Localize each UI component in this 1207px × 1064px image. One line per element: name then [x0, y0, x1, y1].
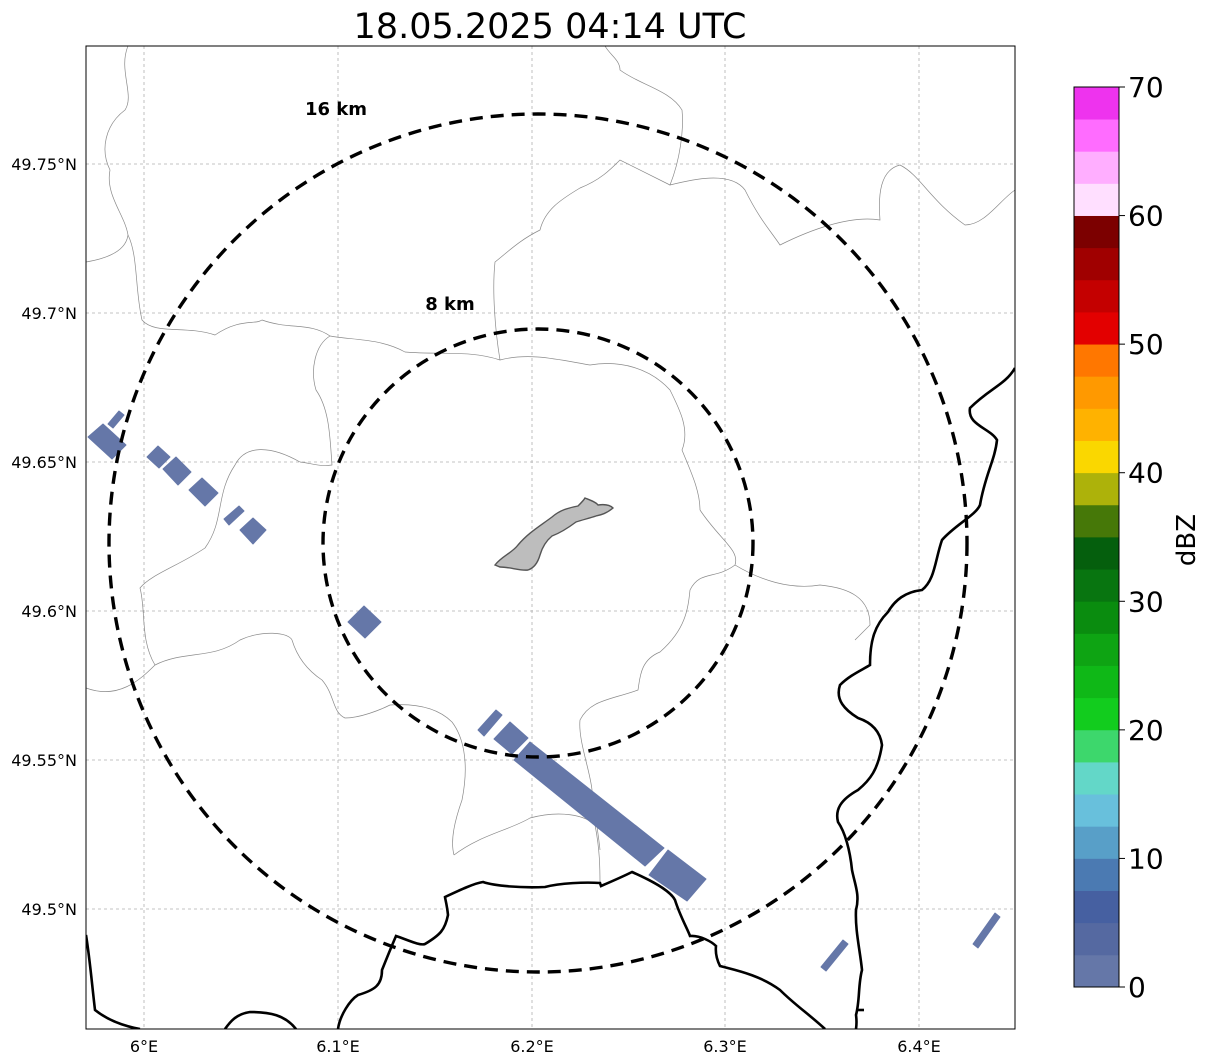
radar-echo [239, 517, 267, 545]
colorbar-cell [1074, 890, 1119, 924]
colorbar-cell [1074, 344, 1119, 377]
colorbar-cell [1074, 440, 1119, 474]
colorbar-label: dBZ [1172, 514, 1202, 566]
colorbar-tick-label: 50 [1128, 328, 1164, 361]
radar-echo [648, 849, 707, 902]
colorbar-cell [1074, 697, 1119, 731]
admin-boundary [86, 664, 156, 693]
colorbar-tick-label: 20 [1128, 714, 1164, 747]
colorbar-cell [1074, 537, 1119, 570]
range-ring-label-8km: 8 km [425, 294, 475, 315]
colorbar-cell [1074, 729, 1119, 763]
admin-boundary [579, 509, 737, 851]
colorbar-cell [1074, 601, 1119, 634]
lon-tick-labels: 6°E 6.1°E 6.2°E 6.3°E 6.4°E [130, 1037, 941, 1056]
colorbar-cell [1074, 569, 1119, 602]
lat-tick-label: 49.75°N [11, 155, 77, 174]
lat-tick-label: 49.7°N [21, 304, 77, 323]
colorbar-cells [1074, 87, 1119, 988]
colorbar-tick-label: 40 [1128, 457, 1164, 490]
lat-tick-label: 49.55°N [11, 751, 77, 770]
map-frame-border [85, 45, 1016, 1030]
gridlines [86, 46, 1015, 1029]
radar-echo [146, 445, 171, 469]
range-ring-label-16km: 16 km [305, 99, 367, 120]
admin-boundary [493, 159, 671, 361]
national-border [223, 1010, 298, 1029]
colorbar-cell [1074, 504, 1119, 538]
colorbar-cell [1074, 312, 1119, 345]
radar-echo [820, 939, 849, 972]
colorbar: 0 10 20 30 40 50 60 70 dBZ [1073, 71, 1202, 1004]
colorbar-cell [1074, 87, 1119, 120]
radar-echoes [87, 410, 1001, 972]
colorbar-cell [1074, 183, 1119, 216]
colorbar-tick-label: 10 [1128, 842, 1164, 875]
radar-echo [513, 741, 665, 867]
city-polygon [493, 497, 615, 571]
radar-echo [477, 709, 503, 737]
lon-tick-label: 6.4°E [897, 1037, 941, 1056]
lon-tick-label: 6.3°E [703, 1037, 747, 1056]
figure-title: 18.05.2025 04:14 UTC [354, 7, 747, 47]
lat-tick-label: 49.65°N [11, 453, 77, 472]
colorbar-tick-label: 60 [1128, 200, 1164, 233]
admin-boundary [127, 234, 331, 337]
radar-echo [162, 456, 192, 486]
colorbar-cell [1074, 794, 1119, 827]
colorbar-cell [1074, 762, 1119, 795]
colorbar-cell [1074, 826, 1119, 859]
colorbar-cell [1074, 954, 1119, 988]
lat-tick-label: 49.5°N [21, 900, 77, 919]
colorbar-cell [1074, 633, 1119, 666]
colorbar-cell [1074, 376, 1119, 409]
range-rings [107, 112, 969, 974]
radar-echo [107, 410, 125, 429]
colorbar-ticks: 0 10 20 30 40 50 60 70 [1119, 71, 1164, 1004]
colorbar-cell [1074, 247, 1119, 281]
admin-boundary [299, 335, 333, 466]
colorbar-cell [1074, 472, 1119, 506]
lat-tick-labels: 49.75°N 49.7°N 49.65°N 49.6°N 49.55°N 49… [11, 155, 77, 919]
radar-echo [223, 505, 245, 526]
colorbar-cell [1074, 279, 1119, 313]
radar-echo [347, 605, 382, 639]
admin-boundaries [86, 46, 1015, 886]
range-ring-8km [321, 327, 755, 759]
admin-boundary [734, 564, 871, 641]
lon-tick-label: 6.2°E [510, 1037, 554, 1056]
colorbar-cell [1074, 922, 1119, 956]
colorbar-tick-label: 70 [1128, 71, 1164, 104]
colorbar-cell [1074, 665, 1119, 699]
national-border [86, 934, 141, 1029]
lon-tick-label: 6.1°E [316, 1037, 360, 1056]
national-border [835, 367, 1015, 1029]
radar-echo [972, 912, 1001, 949]
colorbar-cell [1074, 151, 1119, 184]
lon-tick-label: 6°E [130, 1037, 158, 1056]
range-ring-16km [107, 112, 969, 974]
colorbar-tick-label: 0 [1128, 971, 1146, 1004]
admin-boundary [139, 449, 301, 666]
colorbar-tick-label: 30 [1128, 585, 1164, 618]
colorbar-cell [1074, 408, 1119, 441]
lat-tick-label: 49.6°N [21, 602, 77, 621]
map-panel: 16 km 8 km [85, 45, 1016, 1030]
admin-boundary [329, 335, 701, 511]
admin-boundary [453, 813, 601, 886]
radar-echo [87, 423, 127, 460]
radar-echo [493, 721, 529, 755]
colorbar-cell [1074, 858, 1119, 891]
colorbar-cell [1074, 119, 1119, 152]
colorbar-cell [1074, 215, 1119, 249]
admin-boundary [604, 46, 1015, 246]
admin-boundary [86, 46, 129, 263]
radar-echo [188, 477, 219, 507]
colorbar-border [1073, 86, 1120, 988]
